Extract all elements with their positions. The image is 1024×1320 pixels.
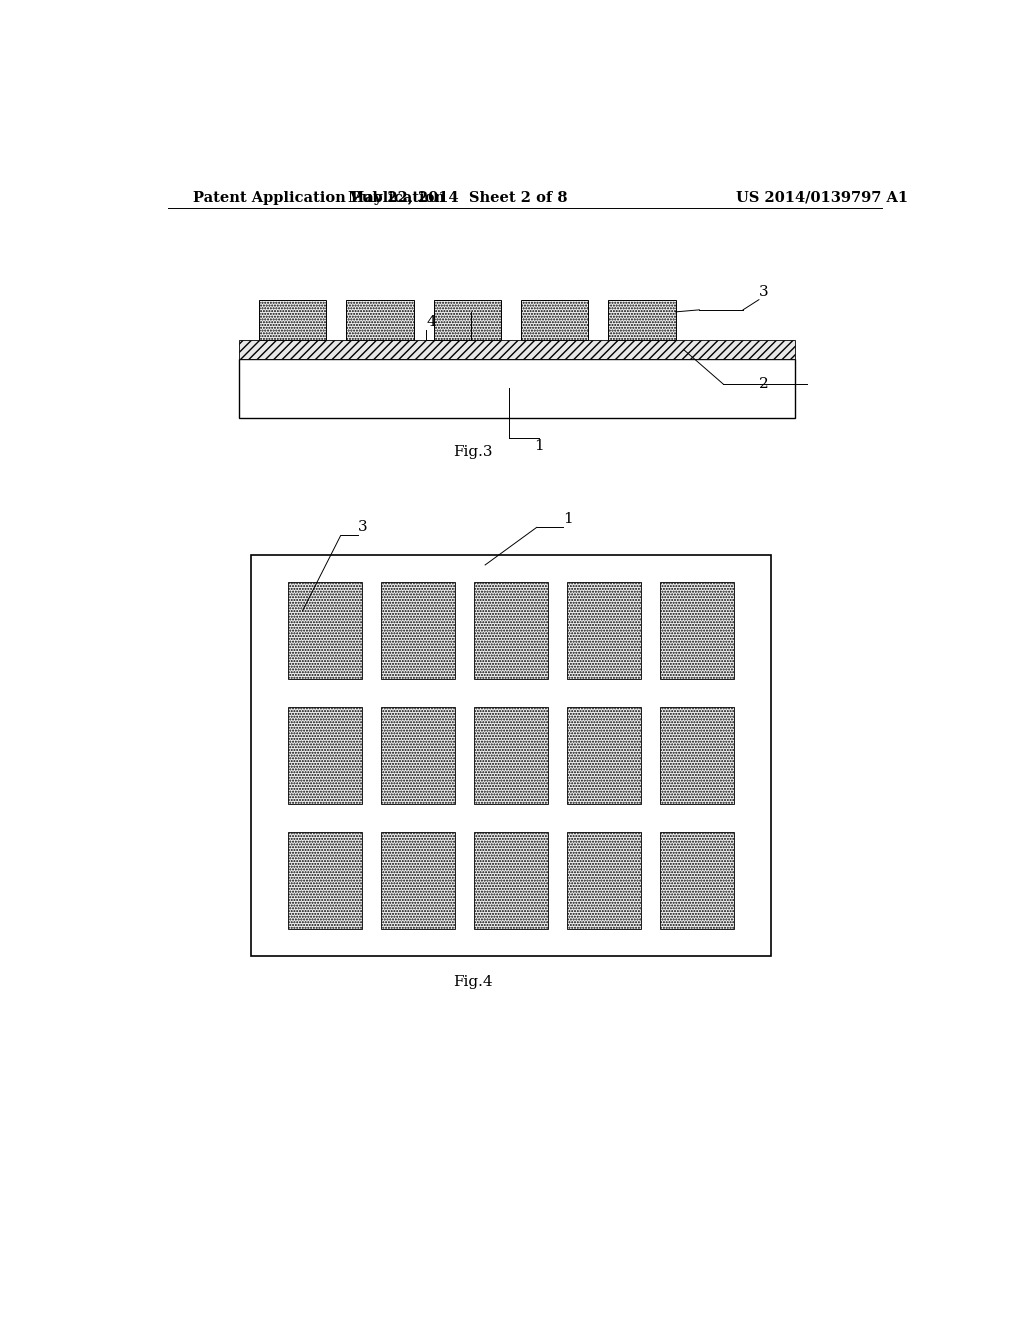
Text: May 22, 2014  Sheet 2 of 8: May 22, 2014 Sheet 2 of 8: [347, 190, 567, 205]
Bar: [608, 300, 676, 341]
Bar: [567, 833, 641, 929]
Bar: [659, 582, 733, 678]
Bar: [381, 708, 455, 804]
Bar: [346, 300, 414, 341]
Bar: [521, 300, 588, 341]
Bar: [289, 833, 362, 929]
Text: 3: 3: [358, 520, 368, 535]
Text: Fig.3: Fig.3: [454, 445, 493, 459]
Text: 4: 4: [426, 315, 436, 329]
Bar: [659, 708, 733, 804]
Text: 3: 3: [759, 285, 769, 298]
Bar: [659, 833, 733, 929]
Bar: [381, 582, 455, 678]
Bar: [474, 582, 548, 678]
Text: 1: 1: [563, 512, 572, 527]
Bar: [289, 582, 362, 678]
Bar: [474, 708, 548, 804]
Bar: [240, 341, 795, 359]
Text: Fig.4: Fig.4: [454, 974, 493, 989]
Bar: [240, 359, 795, 417]
Text: Patent Application Publication: Patent Application Publication: [194, 190, 445, 205]
Bar: [381, 833, 455, 929]
Bar: [259, 300, 327, 341]
Bar: [289, 708, 362, 804]
Bar: [567, 582, 641, 678]
Text: 2: 2: [759, 378, 769, 391]
Text: 1: 1: [535, 440, 544, 453]
Bar: [567, 708, 641, 804]
Bar: [433, 300, 501, 341]
Bar: [251, 554, 771, 956]
Text: US 2014/0139797 A1: US 2014/0139797 A1: [736, 190, 908, 205]
Bar: [474, 833, 548, 929]
